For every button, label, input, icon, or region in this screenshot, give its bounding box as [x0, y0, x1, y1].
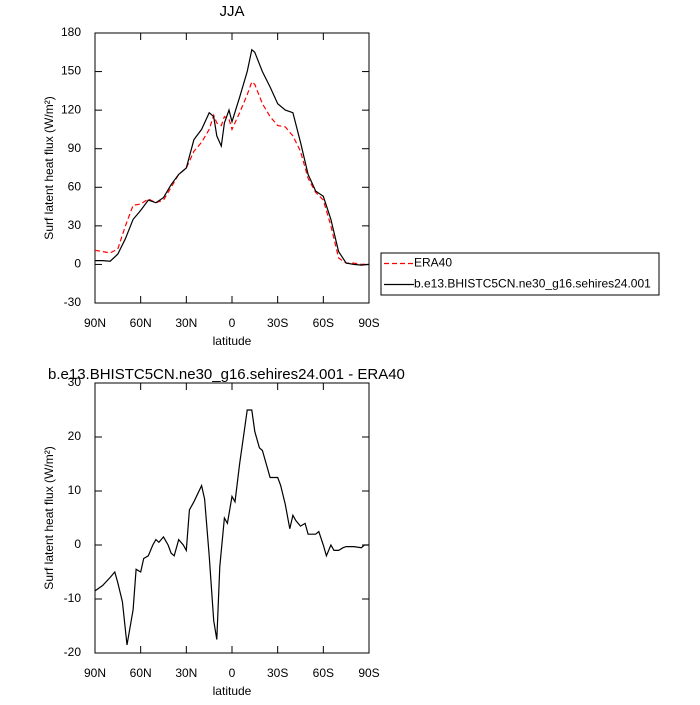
- chart-title: JJA: [219, 3, 244, 20]
- plot-frame: [94, 382, 370, 654]
- y-tick-label: 180: [61, 25, 81, 39]
- x-tick-label: 60N: [130, 316, 152, 330]
- legend-label: ERA40: [414, 256, 452, 270]
- x-axis-label: latitude: [213, 684, 252, 698]
- y-tick-label: 30: [68, 218, 82, 232]
- y-tick-label: -10: [64, 591, 82, 605]
- y-axis-label: Surf latent heat flux (W/m²): [42, 96, 56, 239]
- y-tick-label: 120: [61, 102, 81, 116]
- x-tick-label: 30N: [175, 666, 197, 680]
- y-tick-label: -20: [64, 645, 82, 659]
- x-tick-label: 0: [229, 666, 236, 680]
- data-line: [94, 80, 369, 265]
- y-tick-label: 150: [61, 64, 81, 78]
- x-tick-label: 60N: [130, 666, 152, 680]
- data-line: [94, 409, 369, 646]
- plot-frame: [94, 32, 370, 304]
- y-tick-label: 20: [68, 429, 82, 443]
- y-tick-label: 0: [74, 537, 81, 551]
- x-tick-label: 30N: [175, 316, 197, 330]
- y-tick-label: 60: [68, 179, 82, 193]
- x-tick-label: 30S: [267, 316, 288, 330]
- legend-box: [380, 252, 660, 296]
- y-axis-label: Surf latent heat flux (W/m²): [42, 446, 56, 589]
- x-tick-label: 60S: [313, 316, 334, 330]
- x-axis-label: latitude: [213, 334, 252, 348]
- y-tick-label: 30: [68, 375, 82, 389]
- x-tick-label: 90N: [84, 316, 106, 330]
- x-tick-label: 0: [229, 316, 236, 330]
- x-tick-label: 90S: [358, 316, 379, 330]
- y-tick-label: 0: [74, 257, 81, 271]
- y-tick-label: 10: [68, 483, 82, 497]
- x-tick-label: 90N: [84, 666, 106, 680]
- legend-label: b.e13.BHISTC5CN.ne30_g16.sehires24.001: [414, 277, 651, 291]
- y-tick-label: 90: [68, 141, 82, 155]
- x-tick-label: 30S: [267, 666, 288, 680]
- data-line: [95, 48, 370, 266]
- y-tick-label: -30: [64, 295, 82, 309]
- chart-title: b.e13.BHISTC5CN.ne30_g16.sehires24.001 -…: [48, 366, 405, 383]
- x-tick-label: 60S: [313, 666, 334, 680]
- x-tick-label: 90S: [358, 666, 379, 680]
